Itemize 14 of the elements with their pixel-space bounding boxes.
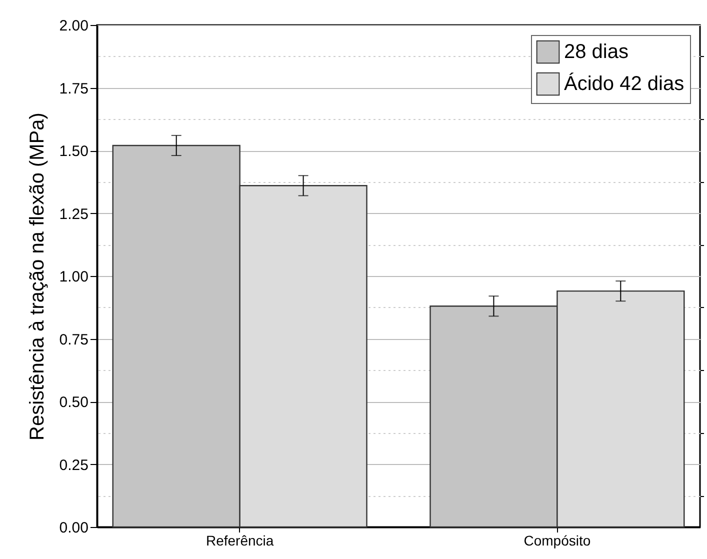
y-tick-label: 1.50 [59, 143, 88, 160]
y-axis-title: Resistência à tração na flexão (MPa) [26, 112, 48, 440]
y-tick-label: 0.25 [59, 456, 88, 474]
y-tick-label: 1.75 [59, 80, 88, 98]
x-tick-label: Compósito [524, 532, 591, 548]
legend-label: 28 dias [564, 41, 628, 63]
x-tick-label: Referência [206, 532, 274, 548]
y-tick-label: 2.00 [59, 18, 88, 34]
y-tick-label: 0.50 [59, 394, 88, 411]
y-tick-label: 0.00 [59, 520, 88, 536]
y-tick-label: 1.00 [59, 268, 88, 286]
y-tick-label: 1.25 [59, 206, 88, 223]
legend-label: Ácido 42 dias [564, 72, 684, 95]
y-tick-label: 0.75 [59, 331, 88, 348]
